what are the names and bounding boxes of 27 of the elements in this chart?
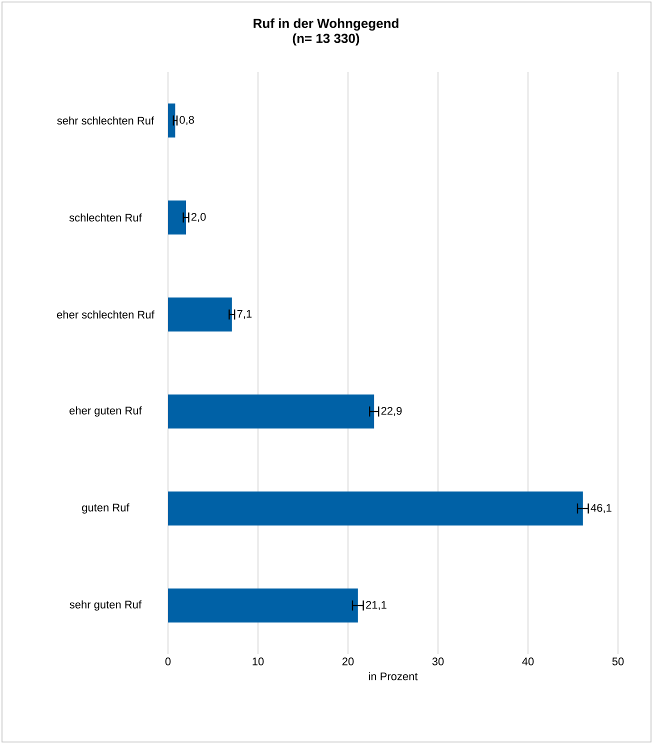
data-label: 21,1	[366, 600, 386, 610]
bar	[168, 492, 583, 526]
x-tick-label: 20	[342, 658, 354, 666]
bar	[168, 394, 374, 429]
bar	[168, 200, 186, 235]
data-label: 2,0	[191, 212, 206, 222]
chart-title: Ruf in der Wohngegend	[254, 18, 398, 31]
y-tick-label: eher schlechten Ruf	[57, 310, 154, 319]
bar	[168, 104, 176, 138]
data-label: 46,1	[590, 504, 612, 514]
data-label: 7,1	[237, 310, 252, 319]
y-tick-label: sehr schlechten Ruf	[57, 116, 154, 125]
y-tick-label: guten Ruf	[82, 503, 130, 514]
y-tick-label: sehr guten Ruf	[70, 600, 142, 611]
x-tick-label: 50	[612, 658, 624, 666]
chart-subtitle: (n= 13 330)	[292, 33, 360, 46]
x-tick-label: 30	[432, 658, 444, 666]
bar	[168, 588, 358, 623]
x-axis-title: in Prozent	[368, 672, 418, 680]
bar	[168, 298, 232, 332]
x-tick-label: 40	[522, 658, 534, 666]
x-tick-label: 0	[165, 658, 171, 666]
y-tick-label: schlechten Ruf	[69, 213, 142, 222]
data-label: 0,8	[180, 116, 194, 126]
x-tick-label: 10	[252, 658, 264, 666]
data-label: 22,9	[381, 406, 402, 416]
y-tick-label: eher guten Ruf	[70, 406, 142, 417]
